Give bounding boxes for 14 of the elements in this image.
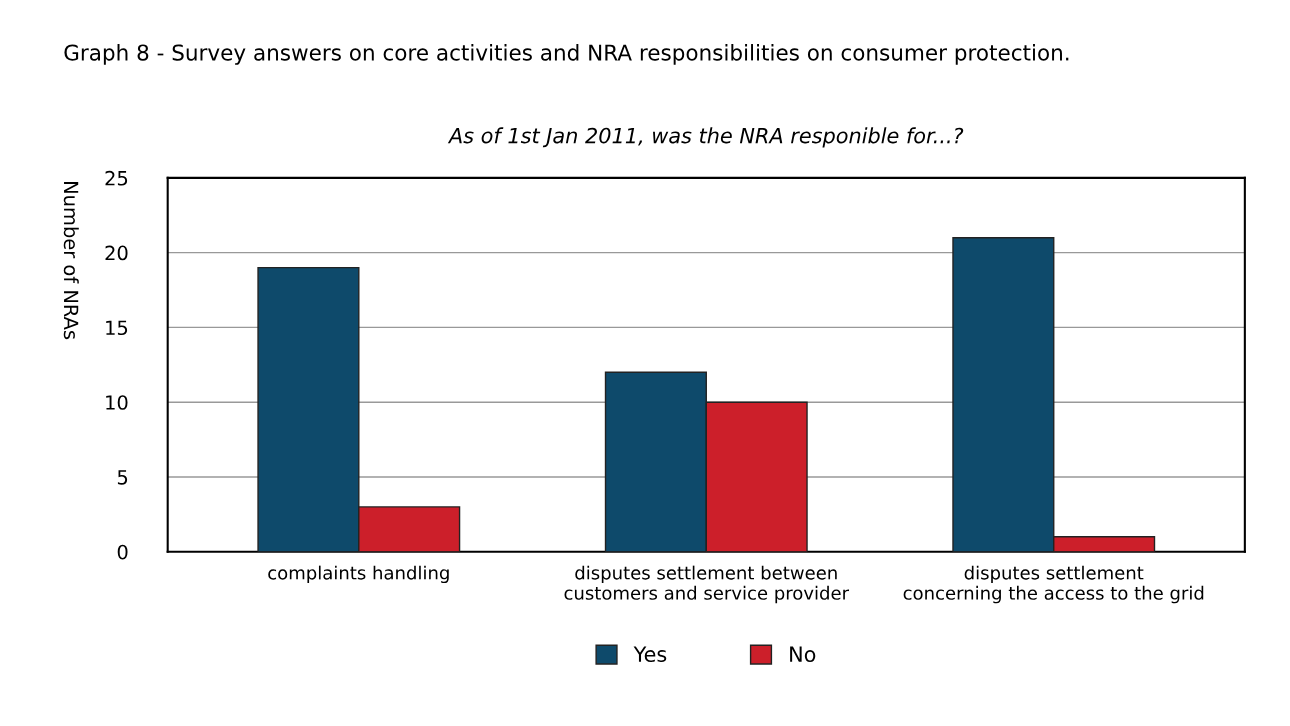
x-tick-label: complaints handling: [268, 565, 449, 584]
y-tick-label: 20: [105, 245, 128, 261]
y-tick-label: 10: [106, 395, 128, 410]
y-tick-label: 5: [117, 470, 128, 485]
y-tick-label: 0: [117, 544, 128, 560]
x-tick-label: disputes settlement between customers and service provider: [564, 565, 850, 604]
y-tick-label: 25: [105, 170, 128, 186]
x-tick-label: disputes settlement concerning the access to the grid: [903, 565, 1204, 604]
legend-label: No: [790, 646, 816, 663]
legend-label: Yes: [633, 646, 667, 663]
chart-title: Graph 8 - Survey answers on core activities and NRA responsibilities on consumer protection.: [64, 44, 1069, 65]
y-axis-title: Number of NRAs: [63, 182, 79, 340]
chart-subtitle: As of 1st Jan 2011, was the NRA responible for...?: [447, 127, 964, 148]
y-tick-label: 15: [106, 320, 128, 336]
